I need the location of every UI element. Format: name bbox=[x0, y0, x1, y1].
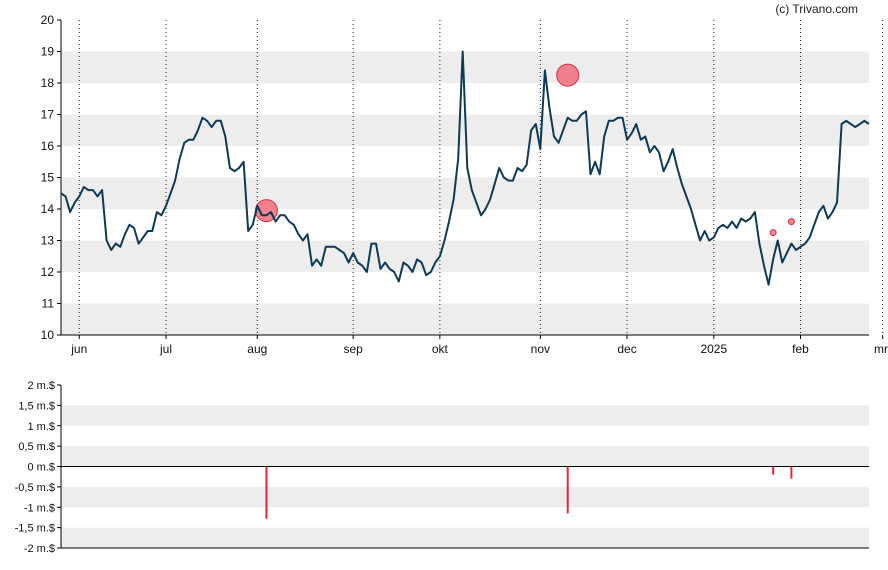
y-tick-label: 11 bbox=[42, 297, 55, 311]
y-tick-label: 16 bbox=[41, 139, 55, 153]
y-tick-label: 14 bbox=[41, 202, 55, 216]
y-tick-label: 1,5 m.$ bbox=[18, 400, 55, 412]
y-tick-label: 19 bbox=[41, 45, 55, 59]
x-tick-label: jun bbox=[70, 342, 87, 356]
x-tick-label: aug bbox=[247, 342, 267, 356]
chart-credit: (c) Trivano.com bbox=[775, 2, 858, 16]
x-tick-label: dec bbox=[617, 342, 636, 356]
y-tick-label: 0 m.$ bbox=[27, 462, 55, 474]
y-tick-label: 20 bbox=[41, 13, 55, 27]
grid-band bbox=[61, 177, 869, 209]
grid-band bbox=[61, 240, 869, 272]
y-tick-label: 18 bbox=[41, 76, 55, 90]
grid-band bbox=[61, 405, 869, 426]
y-tick-label: 17 bbox=[41, 108, 55, 122]
y-tick-label: -1 m.$ bbox=[24, 502, 55, 514]
x-tick-label: jul bbox=[159, 342, 172, 356]
grid-band bbox=[61, 446, 869, 467]
y-tick-label: 1 m.$ bbox=[27, 421, 55, 433]
y-tick-label: -0,5 m.$ bbox=[15, 482, 55, 494]
y-tick-label: 12 bbox=[41, 265, 55, 279]
y-tick-label: 2 m.$ bbox=[27, 380, 55, 392]
grid-band bbox=[61, 486, 869, 508]
y-tick-label: 10 bbox=[41, 328, 55, 342]
grid-band bbox=[61, 51, 869, 83]
y-tick-label: 15 bbox=[41, 171, 55, 185]
trade-marker bbox=[787, 218, 795, 226]
price-series-line bbox=[60, 50, 870, 286]
trade-marker bbox=[769, 229, 777, 237]
y-tick-label: -1,5 m.$ bbox=[15, 523, 55, 535]
y-tick-label: -2 m.$ bbox=[24, 543, 55, 555]
x-tick-label: mrt bbox=[874, 342, 888, 356]
y-tick-label: 13 bbox=[41, 234, 55, 248]
x-tick-label: 2025 bbox=[700, 342, 727, 356]
trade-marker bbox=[556, 63, 580, 87]
x-tick-label: feb bbox=[792, 342, 809, 356]
x-tick-label: okt bbox=[432, 342, 449, 356]
y-tick-label: 0,5 m.$ bbox=[18, 441, 55, 453]
grid-band bbox=[61, 527, 869, 548]
x-tick-label: nov bbox=[531, 342, 550, 356]
x-tick-label: sep bbox=[343, 342, 363, 356]
grid-band bbox=[61, 303, 869, 335]
